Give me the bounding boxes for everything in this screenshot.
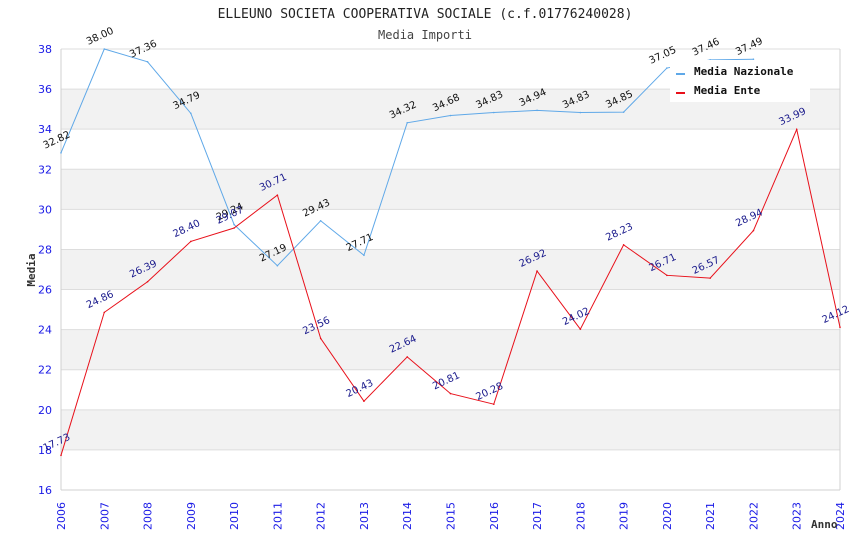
x-tick-label: 2018 xyxy=(574,502,587,530)
x-tick-label: 2006 xyxy=(55,502,68,530)
x-tick-label: 2011 xyxy=(271,502,284,530)
data-point xyxy=(406,121,409,124)
legend-swatch-nazionale xyxy=(676,73,685,75)
y-tick-label: 18 xyxy=(38,444,52,457)
y-tick-labels: 16 18 20 22 24 26 28 30 32 34 36 38 xyxy=(38,43,52,497)
y-tick-label: 22 xyxy=(38,364,52,377)
x-tick-label: 2017 xyxy=(531,502,544,530)
legend-label-nazionale[interactable]: Media Nazionale xyxy=(694,65,794,78)
x-tick-label: 2008 xyxy=(142,502,155,530)
data-point xyxy=(190,240,192,243)
plot-band xyxy=(61,409,840,450)
plot-band xyxy=(61,169,840,210)
y-tick-label: 38 xyxy=(38,43,52,56)
x-tick-labels: 2006 2007 2008 2009 2010 2011 2012 2013 2014 2015… xyxy=(55,502,847,530)
plot-band xyxy=(61,329,840,370)
data-point xyxy=(276,264,279,267)
data-point xyxy=(233,223,235,226)
y-tick-label: 20 xyxy=(38,404,52,417)
legend-label-ente[interactable]: Media Ente xyxy=(694,84,761,97)
y-tick-label: 28 xyxy=(38,243,52,256)
data-point xyxy=(190,112,192,115)
x-tick-label: 2024 xyxy=(834,502,847,530)
data-point xyxy=(60,454,62,457)
plot-band xyxy=(61,289,840,330)
data-point xyxy=(579,111,582,114)
data-point xyxy=(579,328,582,331)
y-axis-label: Media xyxy=(25,253,38,286)
data-point xyxy=(492,111,495,114)
y-tick-label: 36 xyxy=(38,83,52,96)
data-point xyxy=(492,403,495,406)
y-tick-label: 32 xyxy=(38,163,52,176)
y-tick-label: 34 xyxy=(38,123,52,136)
x-tick-label: 2023 xyxy=(791,502,804,530)
plot-band xyxy=(61,369,840,410)
x-tick-label: 2021 xyxy=(704,502,717,530)
y-tick-label: 30 xyxy=(38,203,52,216)
x-tick-label: 2009 xyxy=(185,502,198,530)
axes xyxy=(60,49,841,491)
data-point xyxy=(449,114,452,117)
data-label: 38.00 xyxy=(85,26,116,48)
plot-band xyxy=(61,209,840,250)
x-tick-label: 2014 xyxy=(401,502,414,530)
chart-subtitle: Media Importi xyxy=(378,28,472,42)
data-point xyxy=(666,67,668,69)
data-point xyxy=(795,128,798,131)
x-tick-label: 2020 xyxy=(661,502,674,530)
legend-swatch-ente xyxy=(676,92,685,94)
data-point xyxy=(233,227,235,229)
y-tick-label: 24 xyxy=(38,324,52,337)
data-point xyxy=(752,229,755,232)
x-tick-label: 2007 xyxy=(98,502,111,530)
x-tick-label: 2012 xyxy=(315,502,328,530)
series-lines xyxy=(60,48,841,457)
data-point xyxy=(103,48,106,50)
data-point xyxy=(709,277,711,279)
plot-band xyxy=(61,129,840,170)
data-point xyxy=(146,280,149,283)
plot-bands xyxy=(61,49,840,490)
data-point xyxy=(363,254,365,257)
data-point xyxy=(622,111,625,113)
x-tick-label: 2013 xyxy=(358,502,371,530)
x-tick-label: 2016 xyxy=(488,502,501,530)
data-point xyxy=(666,274,668,277)
plot-band xyxy=(61,449,840,490)
x-tick-label: 2010 xyxy=(228,502,241,530)
data-point xyxy=(536,109,538,112)
y-tick-label: 16 xyxy=(38,484,52,497)
data-point xyxy=(449,392,452,395)
data-point xyxy=(103,311,106,314)
plot-band xyxy=(61,249,840,290)
x-axis-label: Anno xyxy=(811,518,838,531)
data-point xyxy=(146,61,149,63)
legend-box xyxy=(670,60,810,102)
data-point xyxy=(276,194,279,196)
data-point xyxy=(406,356,409,358)
data-point xyxy=(363,400,365,402)
data-point xyxy=(536,270,538,272)
x-tick-label: 2019 xyxy=(618,502,631,530)
chart-title: ELLEUNO SOCIETA COOPERATIVA SOCIALE (c.f… xyxy=(218,7,633,22)
data-point xyxy=(319,219,322,222)
legend: Media Nazionale Media Ente xyxy=(670,60,810,102)
data-point xyxy=(60,152,62,154)
data-point xyxy=(319,337,322,340)
data-point xyxy=(752,58,755,61)
x-tick-label: 2015 xyxy=(445,502,458,530)
data-point xyxy=(839,326,841,329)
x-tick-label: 2022 xyxy=(747,502,760,530)
y-tick-label: 26 xyxy=(38,284,52,297)
data-point xyxy=(622,244,625,246)
